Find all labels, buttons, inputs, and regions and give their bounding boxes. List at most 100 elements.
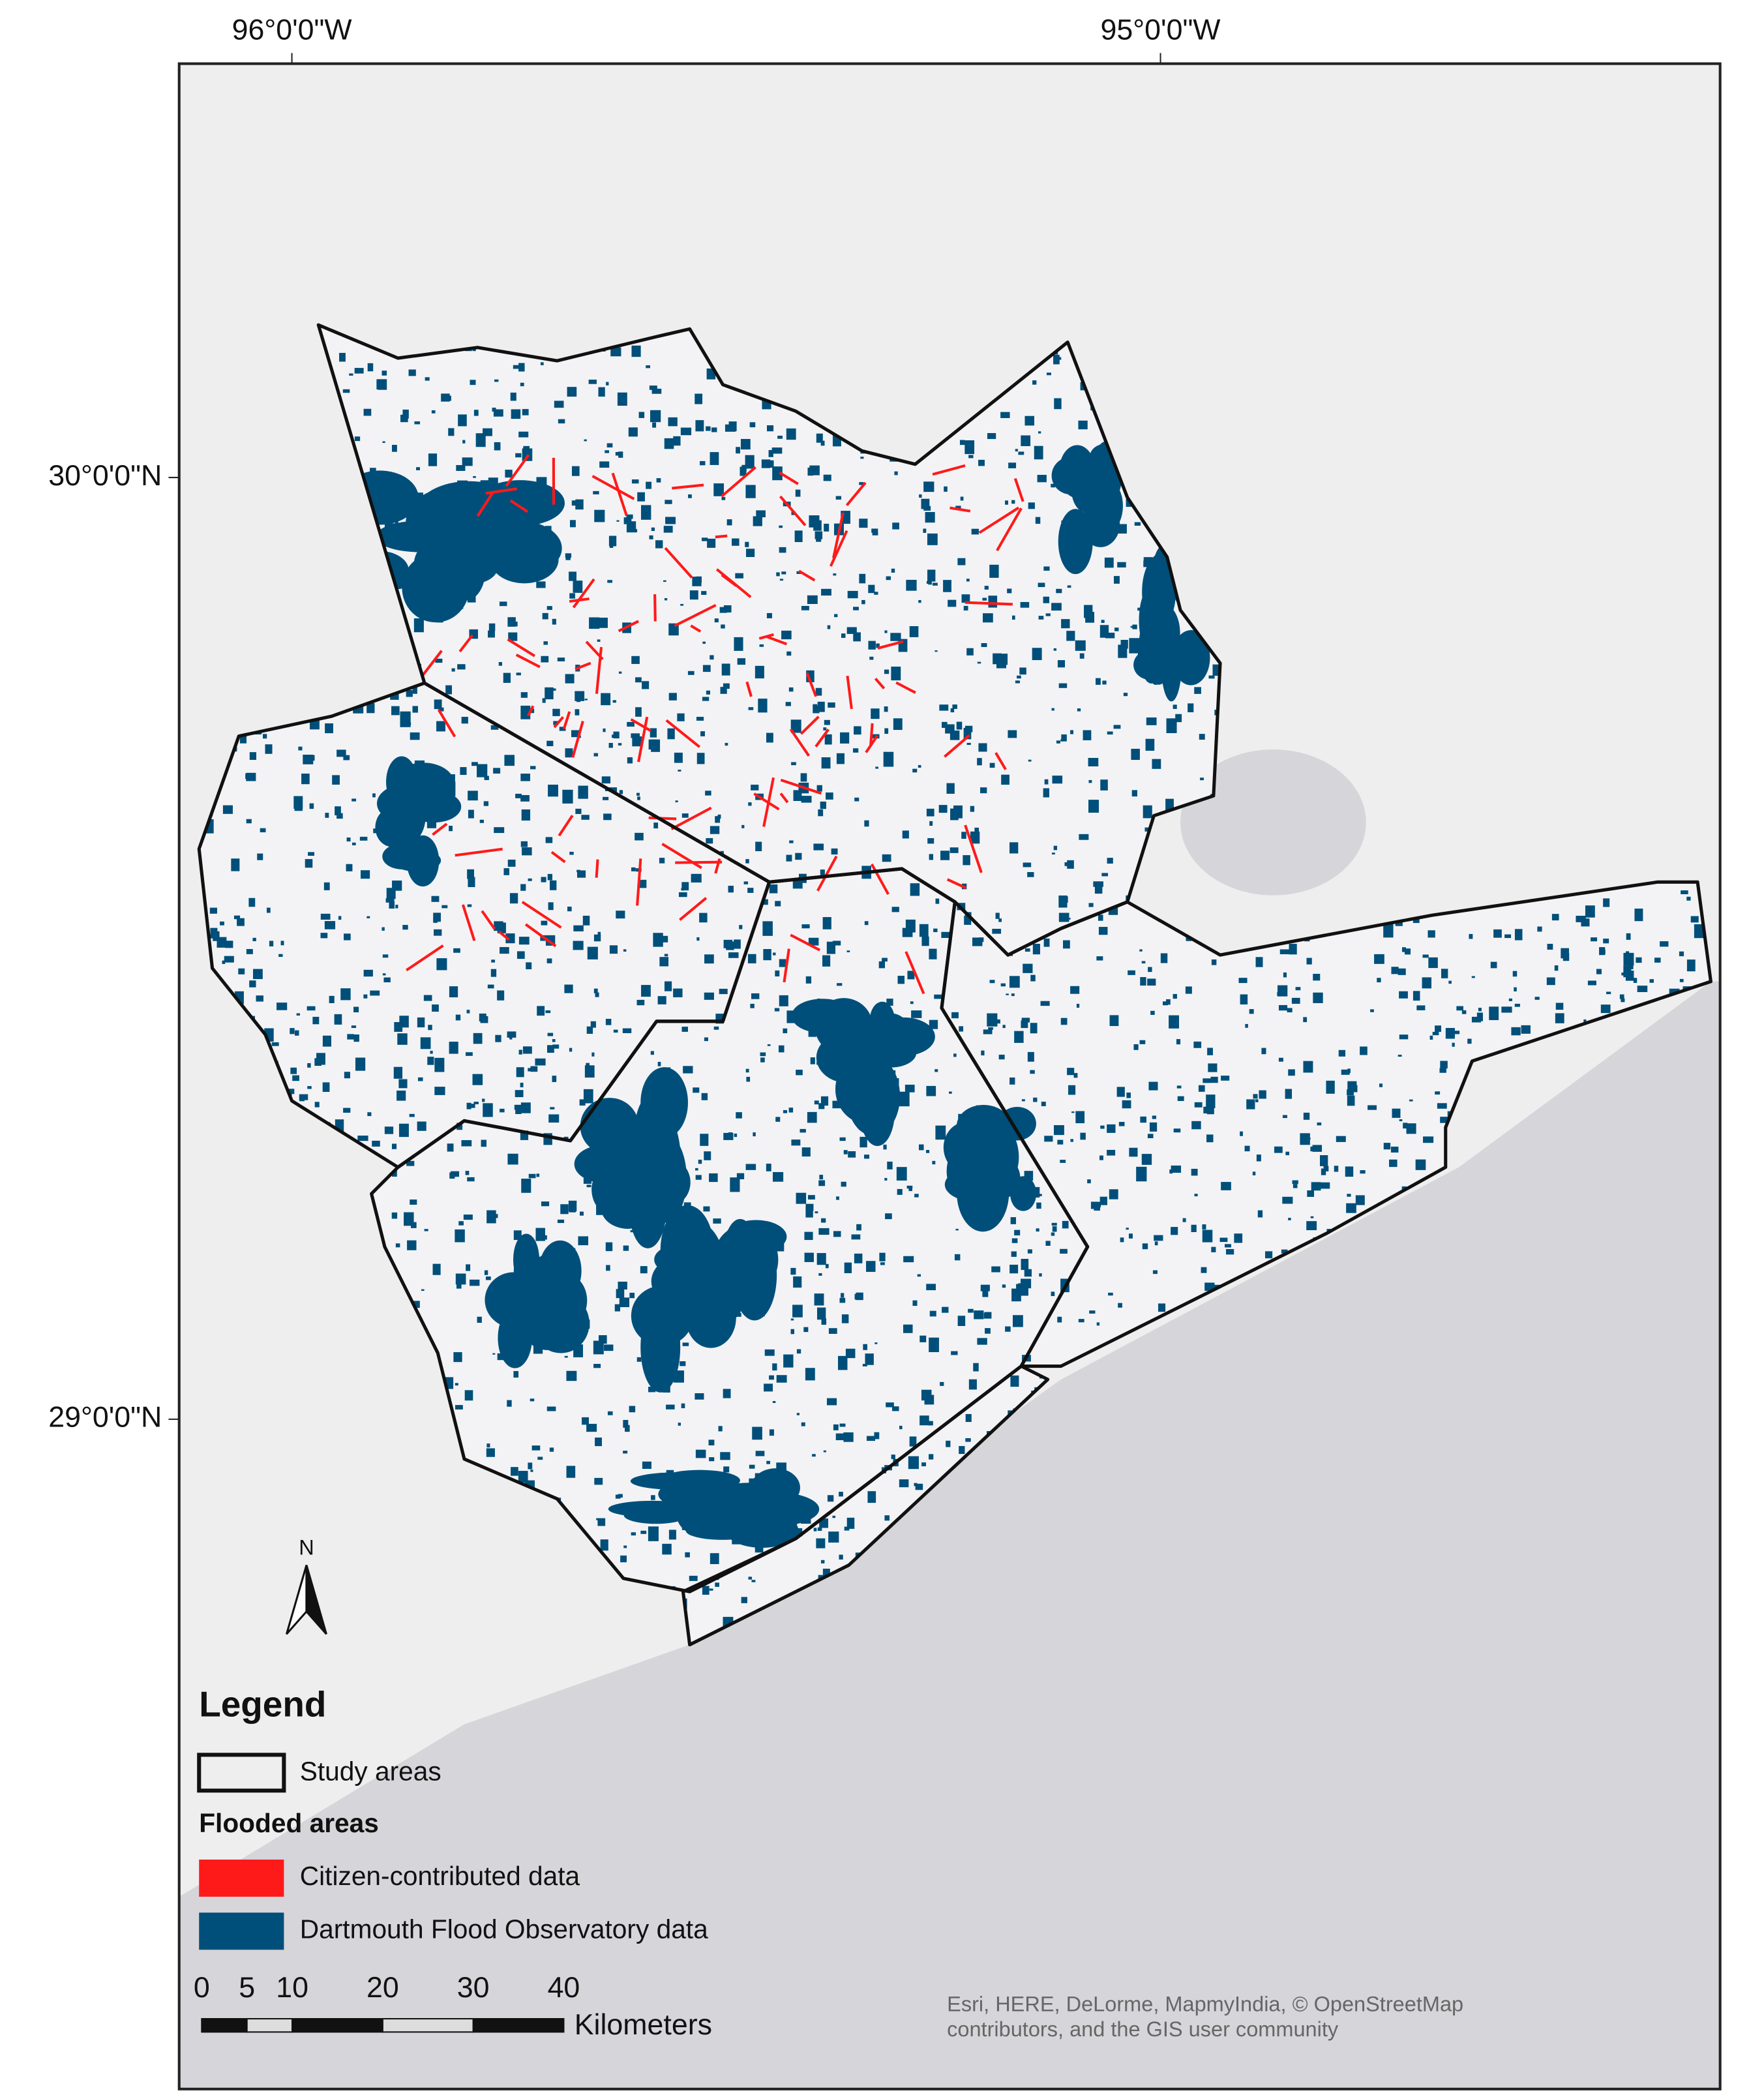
flood-speck — [681, 1524, 689, 1530]
flood-speck — [1211, 959, 1217, 965]
flood-speck — [490, 725, 499, 730]
flood-speck — [390, 794, 400, 802]
flood-speck — [977, 1201, 983, 1206]
flood-speck — [453, 948, 460, 953]
flood-speck — [1154, 1241, 1158, 1246]
citizen-report — [672, 483, 704, 490]
flood-speck — [432, 557, 438, 564]
flood-speck — [361, 870, 370, 879]
flood-speck — [833, 573, 837, 576]
flood-speck — [746, 1543, 750, 1546]
flood-speck — [983, 1312, 989, 1319]
flood-speck — [891, 568, 895, 573]
citizen-report — [715, 568, 752, 598]
flood-speck — [866, 1436, 875, 1441]
flood-speck — [838, 1355, 848, 1370]
flood-speck — [340, 988, 351, 1001]
flood-speck — [1202, 1224, 1206, 1230]
flood-speck — [747, 954, 756, 963]
flood-speck — [1547, 943, 1553, 950]
flood-speck — [923, 481, 934, 492]
flood-speck — [918, 599, 921, 603]
flood-speck — [821, 588, 831, 596]
flood-speck — [431, 896, 440, 902]
flood-speck — [222, 960, 226, 964]
flood-speck — [1191, 1224, 1197, 1232]
flood-speck — [1596, 969, 1602, 974]
flood-speck — [372, 793, 376, 798]
flood-speck — [553, 688, 556, 691]
flood-speck — [545, 526, 552, 533]
flood-speck — [1139, 1040, 1146, 1044]
flood-speck — [1027, 872, 1034, 877]
flood-speck — [575, 691, 585, 701]
flood-speck — [389, 901, 395, 909]
flood-speck — [667, 728, 675, 740]
flood-speck — [486, 1448, 495, 1457]
flood-speck — [720, 1452, 730, 1460]
flood-patch — [751, 1468, 800, 1507]
flood-speck — [1012, 1315, 1023, 1327]
flood-speck — [1244, 1145, 1250, 1152]
flood-speck — [795, 489, 801, 497]
flood-speck — [702, 1586, 710, 1595]
flood-speck — [1303, 1017, 1308, 1023]
flood-speck — [1089, 1310, 1096, 1314]
flood-speck — [1306, 1221, 1317, 1231]
flood-speck — [751, 1580, 756, 1582]
flood-speck — [546, 541, 554, 547]
flood-speck — [1078, 1319, 1084, 1323]
flood-speck — [773, 952, 776, 956]
flood-speck — [455, 1383, 458, 1386]
flood-speck — [547, 873, 553, 881]
flood-speck — [469, 1279, 480, 1286]
flood-speck — [224, 956, 234, 963]
flood-speck — [427, 1057, 434, 1065]
flood-speck — [820, 1560, 825, 1563]
flood-speck — [726, 941, 734, 950]
flood-speck — [1193, 671, 1203, 677]
flood-speck — [1173, 993, 1177, 999]
flood-speck — [1633, 978, 1637, 983]
flood-speck — [1471, 1016, 1481, 1023]
flood-speck — [1452, 1042, 1455, 1047]
flood-speck — [640, 505, 651, 520]
flood-speck — [541, 1201, 550, 1207]
flood-speck — [627, 1117, 631, 1120]
flood-speck — [569, 571, 576, 581]
flood-speck — [457, 664, 466, 670]
flood-speck — [563, 1136, 569, 1139]
flood-speck — [252, 937, 256, 941]
flood-speck — [719, 988, 728, 995]
flood-speck — [578, 1236, 589, 1246]
flood-speck — [1053, 648, 1057, 651]
flood-speck — [1514, 929, 1523, 941]
flood-speck — [558, 419, 565, 424]
flood-speck — [1391, 967, 1399, 974]
flood-speck — [1108, 907, 1118, 915]
flood-speck — [520, 692, 528, 698]
flood-speck — [982, 597, 987, 601]
flood-speck — [1068, 1085, 1076, 1095]
citizen-report — [874, 678, 886, 689]
flood-speck — [828, 1328, 837, 1334]
flood-speck — [641, 985, 651, 997]
flood-speck — [854, 1293, 863, 1300]
flood-speck — [1274, 1146, 1283, 1153]
flood-speck — [839, 1554, 843, 1560]
flood-speck — [603, 813, 612, 821]
flood-speck — [1281, 1249, 1288, 1254]
flood-speck — [1066, 455, 1070, 459]
flood-speck — [608, 1181, 612, 1185]
flood-speck — [884, 1515, 890, 1521]
flood-speck — [854, 1253, 863, 1263]
flood-speck — [1011, 1238, 1018, 1243]
citizen-report — [800, 716, 820, 735]
flood-speck — [841, 1293, 845, 1298]
flood-speck — [766, 1460, 771, 1464]
citizen-report — [745, 681, 753, 697]
flood-speck — [681, 882, 689, 891]
flood-speck — [968, 455, 974, 459]
flood-speck — [1317, 1122, 1322, 1126]
